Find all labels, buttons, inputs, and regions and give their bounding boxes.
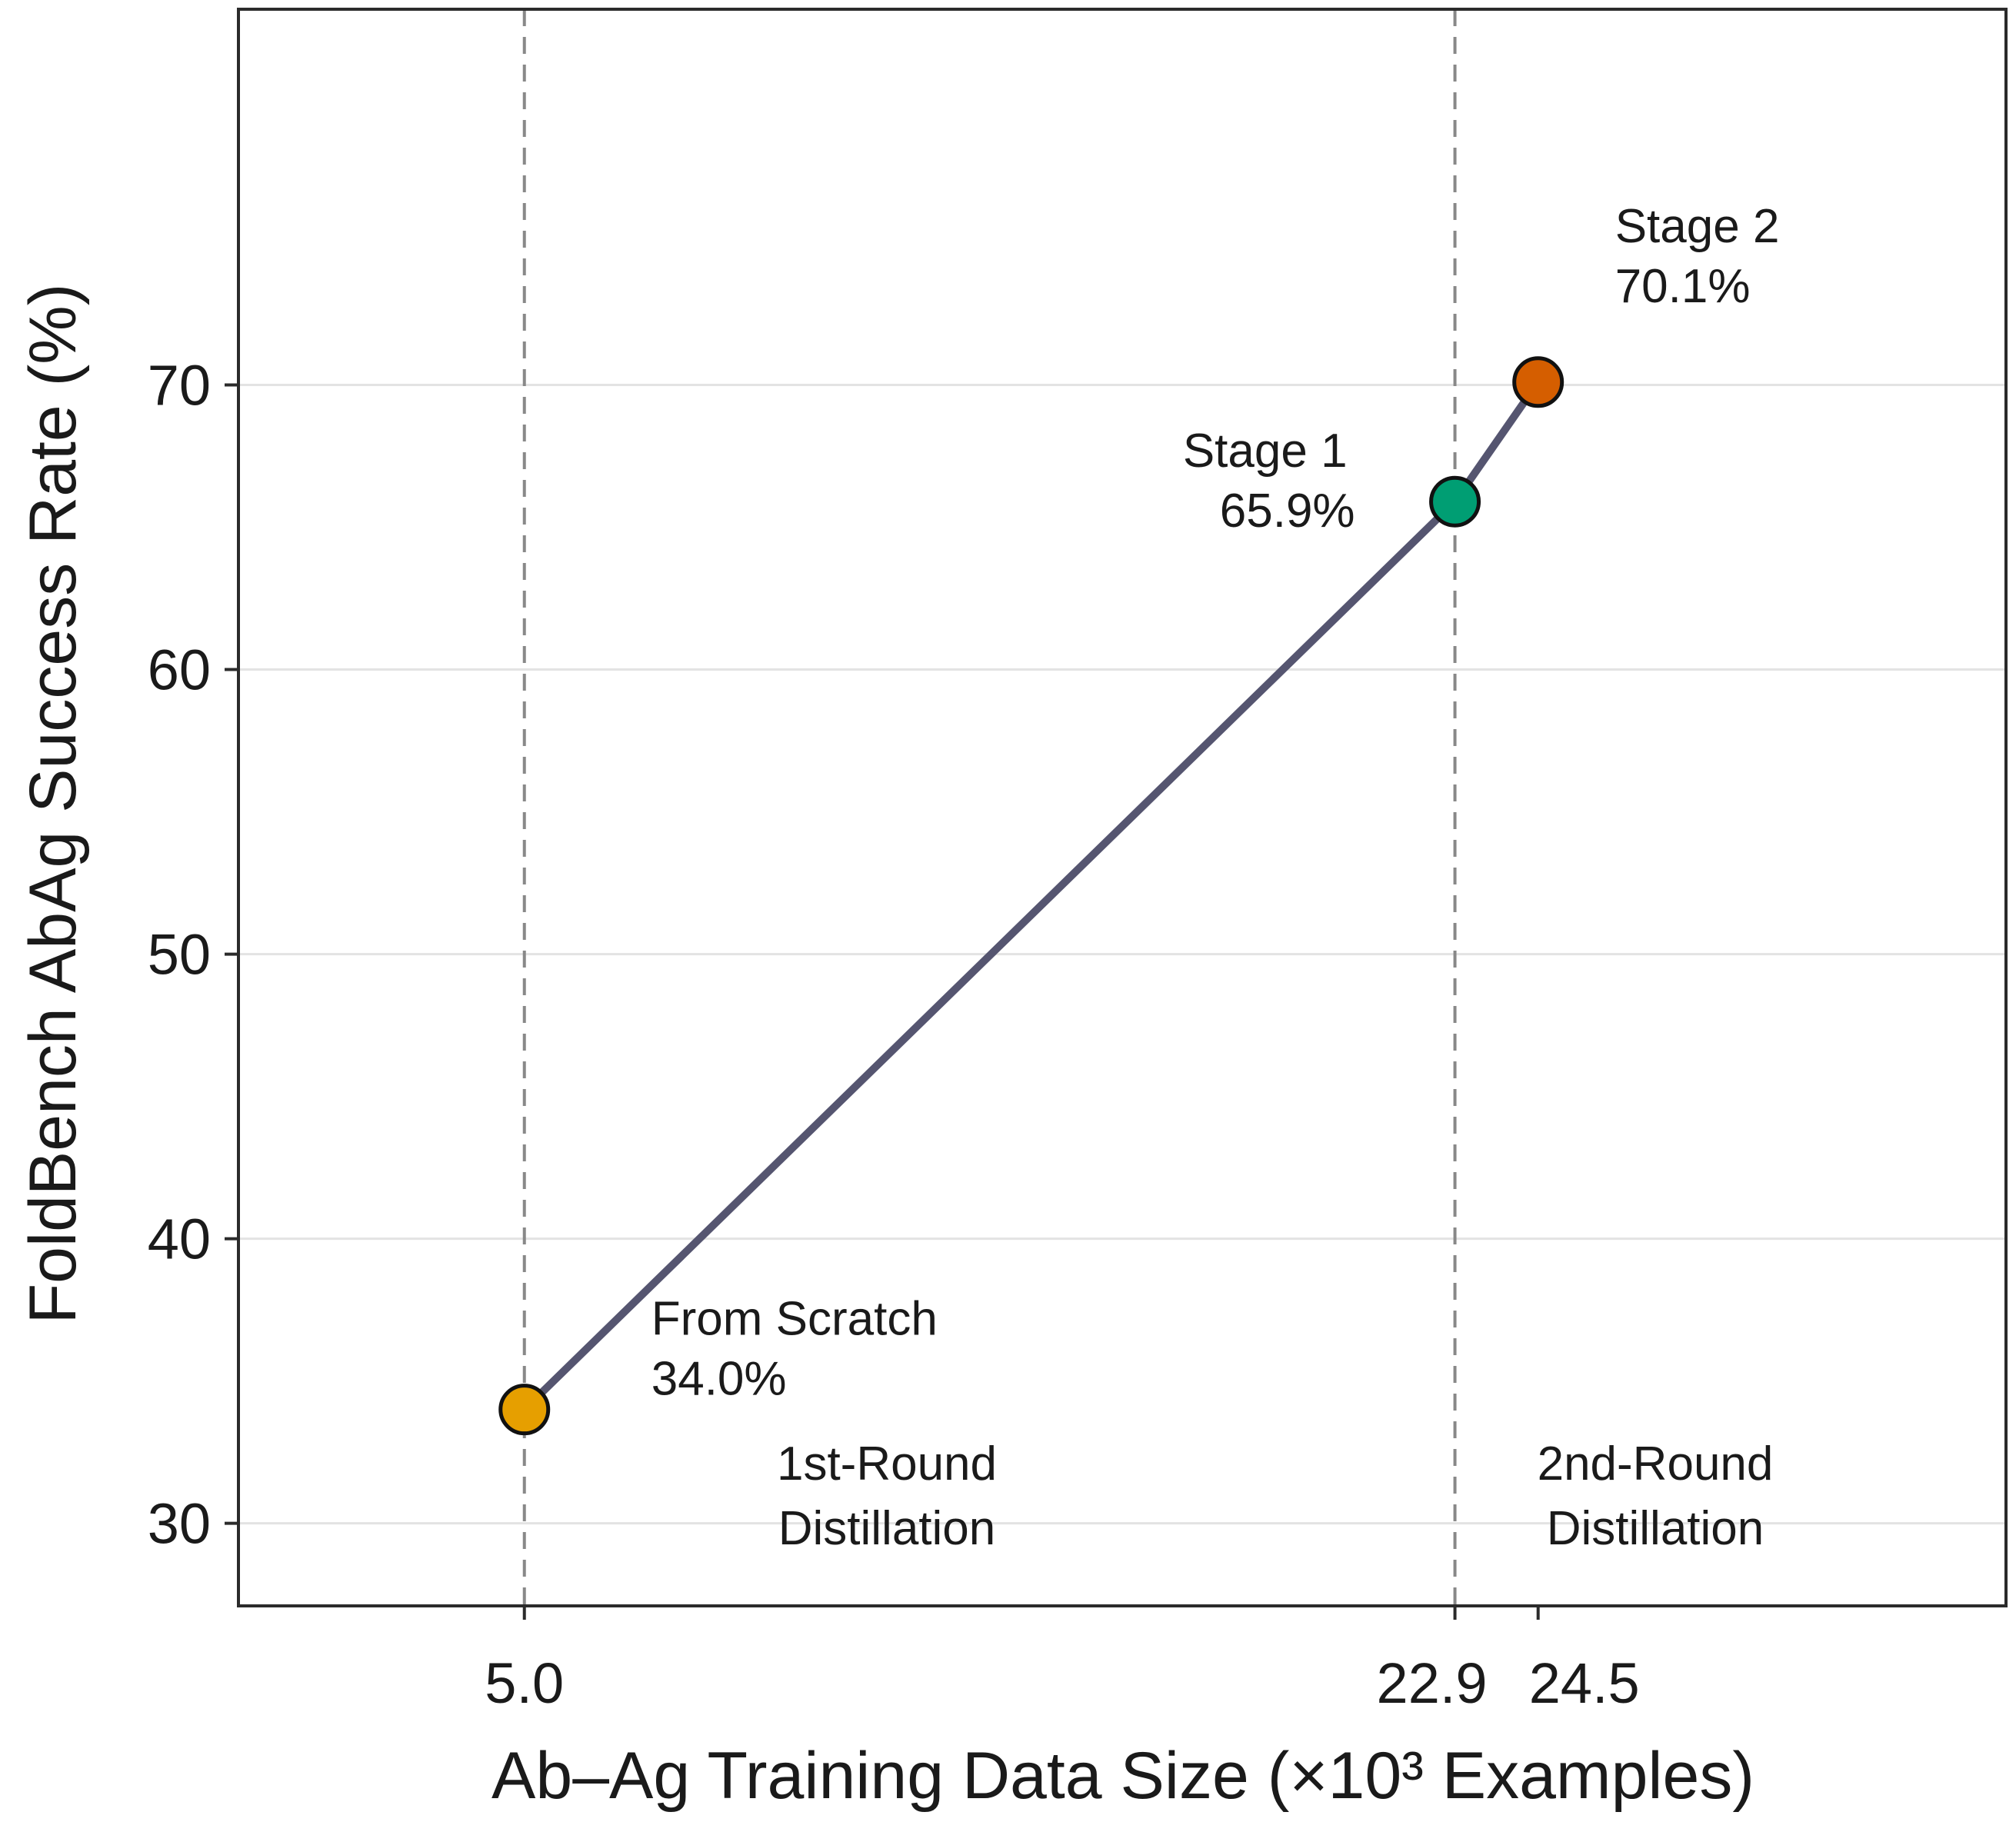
point-label: From Scratch bbox=[651, 1293, 938, 1346]
point-annotations: From Scratch 34.0% Stage 1 65.9% Stage 2 70.1… bbox=[651, 200, 1780, 1406]
gridlines bbox=[238, 383, 2006, 1525]
data-point bbox=[1512, 356, 1564, 408]
y-axis: 30 40 50 60 70 bbox=[148, 353, 238, 1556]
x-tick-label: 24.5 bbox=[1529, 1651, 1640, 1715]
point-value-label: 65.9% bbox=[1220, 485, 1355, 538]
point-label: Stage 1 bbox=[1183, 425, 1348, 478]
data-point bbox=[498, 1384, 551, 1436]
plot-frame bbox=[237, 8, 2008, 1607]
data-points bbox=[498, 356, 1564, 1436]
x-tick-label: 5.0 bbox=[485, 1651, 564, 1715]
region-label: 2nd-Round bbox=[1538, 1437, 1774, 1491]
y-tick-label: 70 bbox=[148, 353, 211, 417]
x-axis-title: Ab–Ag Training Data Size (×10³ Examples) bbox=[492, 1739, 1754, 1813]
y-tick-label: 60 bbox=[148, 638, 211, 702]
y-axis-title: FoldBench AbAg Success Rate (%) bbox=[16, 284, 90, 1324]
reference-lines bbox=[522, 9, 1457, 1606]
y-tick-label: 40 bbox=[148, 1207, 211, 1271]
series-line bbox=[520, 378, 1542, 1414]
y-tick-label: 30 bbox=[148, 1492, 211, 1556]
point-label: Stage 2 bbox=[1615, 200, 1780, 253]
region-label: 1st-Round bbox=[777, 1437, 997, 1491]
x-tick-label: 22.9 bbox=[1377, 1651, 1488, 1715]
point-value-label: 34.0% bbox=[651, 1353, 787, 1406]
data-point bbox=[1429, 475, 1481, 528]
point-value-label: 70.1% bbox=[1615, 260, 1751, 313]
region-label: Distillation bbox=[778, 1502, 996, 1555]
region-label: Distillation bbox=[1547, 1502, 1764, 1555]
x-axis: 5.0 22.9 24.5 bbox=[485, 1606, 1640, 1715]
series-polyline bbox=[520, 378, 1542, 1414]
y-tick-label: 50 bbox=[148, 923, 211, 987]
region-labels: 1st-Round Distillation 2nd-Round Distillati… bbox=[777, 1437, 1773, 1555]
